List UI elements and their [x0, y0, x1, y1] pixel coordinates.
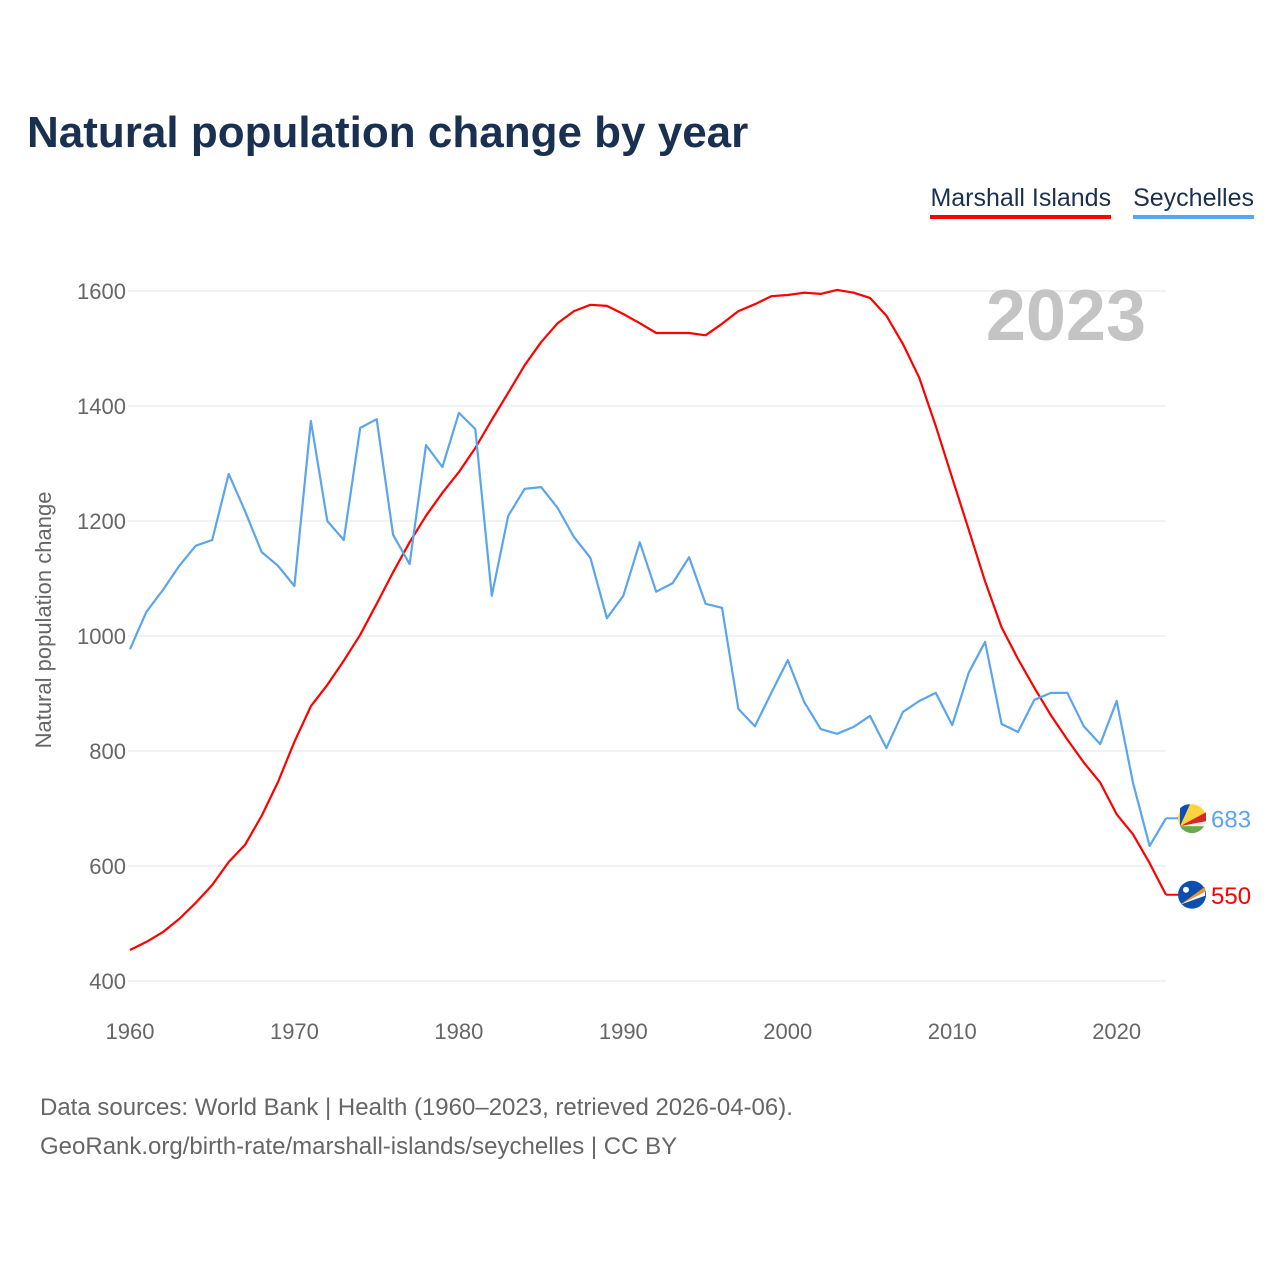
- end-value-label-seychelles: 683: [1211, 806, 1251, 833]
- x-tick-label: 2010: [928, 1019, 977, 1044]
- y-tick-label: 800: [89, 739, 126, 764]
- series-line-marshall-islands: [129, 288, 1167, 951]
- flag-icon-marshall-islands: [1178, 880, 1206, 909]
- flag-icon-seychelles: [1178, 804, 1206, 834]
- y-tick-label: 1600: [77, 279, 126, 304]
- x-tick-label: 1990: [599, 1019, 648, 1044]
- y-tick-label: 600: [89, 854, 126, 879]
- source-line-2[interactable]: GeoRank.org/birth-rate/marshall-islands/…: [40, 1133, 678, 1160]
- legend-item-marshall-islands[interactable]: Marshall Islands: [930, 184, 1112, 219]
- end-value-label-marshall-islands: 550: [1211, 883, 1251, 910]
- y-tick-label: 400: [89, 969, 126, 994]
- y-tick-label: 1000: [77, 624, 126, 649]
- chart-title: Natural population change by year: [27, 108, 749, 157]
- x-tick-label: 2020: [1092, 1019, 1141, 1044]
- legend-item-seychelles[interactable]: Seychelles: [1133, 184, 1254, 219]
- x-tick-label: 1960: [106, 1019, 155, 1044]
- y-tick-label: 1400: [77, 394, 126, 419]
- series-line-seychelles: [128, 411, 1167, 848]
- y-tick-label: 1200: [77, 509, 126, 534]
- source-line-1: Data sources: World Bank | Health (1960–…: [40, 1094, 793, 1121]
- x-tick-label: 2000: [763, 1019, 812, 1044]
- year-watermark: 2023: [986, 276, 1146, 356]
- x-tick-label: 1970: [270, 1019, 319, 1044]
- source-note: Data sources: World Bank | Health (1960–…: [40, 1088, 793, 1166]
- x-tick-label: 1980: [434, 1019, 483, 1044]
- y-axis-label: Natural population change: [31, 492, 56, 749]
- legend: Marshall Islands Seychelles: [930, 184, 1254, 219]
